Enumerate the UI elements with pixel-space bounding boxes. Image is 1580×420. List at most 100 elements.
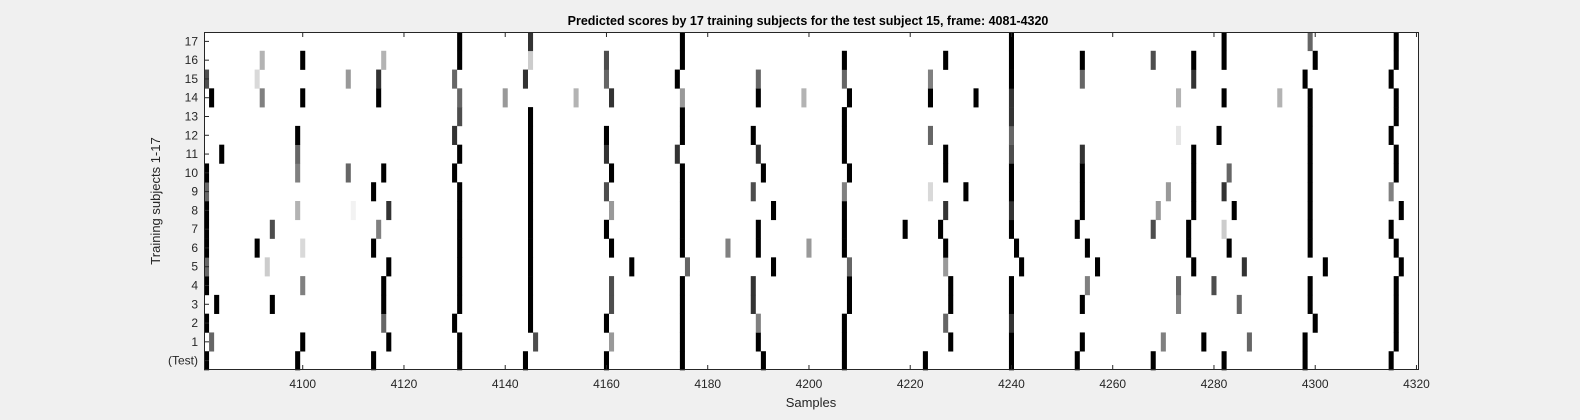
heatmap-cell — [1008, 88, 1014, 108]
plot-area — [204, 32, 1419, 370]
heatmap-cell — [528, 219, 534, 239]
heatmap-cell — [1201, 332, 1207, 352]
heatmap-cell — [457, 182, 463, 202]
heatmap-cell — [1176, 125, 1182, 145]
x-tick-label: 4140 — [492, 377, 519, 391]
heatmap-cell — [533, 332, 539, 352]
heatmap-cell — [1393, 88, 1399, 108]
heatmap-cell — [457, 332, 463, 352]
heatmap-cell — [1008, 50, 1014, 70]
heatmap-cell — [1398, 257, 1404, 277]
heatmap-cell — [943, 238, 949, 258]
heatmap-cell — [259, 88, 265, 108]
y-tick-label: 12 — [185, 128, 199, 142]
heatmap-cell — [927, 125, 933, 145]
heatmap-cell — [846, 276, 852, 296]
heatmap-cell — [1398, 201, 1404, 221]
heatmap-cell — [1074, 351, 1080, 371]
heatmap-cell — [528, 50, 534, 70]
heatmap-cell — [1176, 88, 1182, 108]
heatmap-cell — [1176, 276, 1182, 296]
heatmap-cell — [1008, 69, 1014, 89]
heatmap-cell — [679, 107, 685, 127]
heatmap-cell — [295, 163, 301, 183]
heatmap-cell — [1191, 182, 1197, 202]
heatmap-cell — [1019, 257, 1025, 277]
heatmap-cell — [214, 294, 220, 314]
x-axis-ticks: 4100 4120 4140 4160 4180 4200 4220 4240 4260 4280… — [289, 32, 1430, 391]
heatmap-cell — [1079, 50, 1085, 70]
heatmap-cell — [755, 69, 761, 89]
heatmap-cell — [1211, 276, 1217, 296]
heatmap-cell — [963, 182, 969, 202]
heatmap-cell — [603, 69, 609, 89]
heatmap-cell — [1388, 182, 1394, 202]
heatmap-cell — [902, 219, 908, 239]
heatmap-cell — [1307, 88, 1313, 108]
heatmap-cell — [381, 276, 387, 296]
heatmap-cell — [1393, 50, 1399, 70]
heatmap-cell — [1388, 219, 1394, 239]
y-tick-label: 8 — [191, 203, 198, 217]
heatmap-cell — [209, 332, 215, 352]
chart-title: Predicted scores by 17 training subjects… — [568, 14, 1049, 28]
heatmap-cell — [1277, 88, 1283, 108]
heatmap-cell — [927, 182, 933, 202]
heatmap-cell — [457, 257, 463, 277]
heatmap-cell — [259, 50, 265, 70]
heatmap-cell — [973, 88, 979, 108]
heatmap-cell — [679, 182, 685, 202]
heatmap-cell — [1393, 294, 1399, 314]
heatmap-cell — [1302, 332, 1308, 352]
heatmap-cell — [457, 50, 463, 70]
heatmap-cell — [350, 201, 356, 221]
heatmap-cell — [943, 50, 949, 70]
heatmap-cell — [1393, 313, 1399, 333]
heatmap-cell — [452, 69, 458, 89]
heatmap-cell — [1014, 238, 1020, 258]
y-tick-label: 10 — [185, 166, 199, 180]
heatmap-cell — [300, 50, 306, 70]
heatmap-cell — [609, 201, 615, 221]
heatmap-cell — [841, 332, 847, 352]
heatmap-cell — [219, 144, 225, 164]
heatmap-cell — [1388, 125, 1394, 145]
heatmap-cell — [1393, 276, 1399, 296]
heatmap-cell — [1221, 182, 1227, 202]
heatmap-cell — [371, 238, 377, 258]
heatmap-cell — [386, 257, 392, 277]
heatmap-cell — [1307, 163, 1313, 183]
heatmap-cell — [1302, 69, 1308, 89]
heatmap-cell — [679, 238, 685, 258]
heatmap-cell — [528, 238, 534, 258]
heatmap-cell — [1008, 107, 1014, 127]
x-tick-label: 4180 — [694, 377, 721, 391]
heatmap-cell — [386, 332, 392, 352]
heatmap-cell — [1388, 69, 1394, 89]
y-tick-label: 3 — [191, 297, 198, 311]
heatmap-cell — [1216, 125, 1222, 145]
heatmap-cell — [457, 32, 463, 52]
heatmap-cell — [841, 107, 847, 127]
heatmap-cell — [1186, 238, 1192, 258]
heatmap-cell — [1008, 219, 1014, 239]
heatmap-cell — [603, 182, 609, 202]
x-tick-label: 4120 — [391, 377, 418, 391]
heatmap-cell — [841, 50, 847, 70]
y-tick-label: 11 — [186, 147, 199, 161]
heatmap-cell — [1302, 351, 1308, 371]
x-tick-label: 4280 — [1201, 377, 1228, 391]
heatmap-cell — [371, 182, 377, 202]
heatmap-cell — [1150, 219, 1156, 239]
heatmap-cell — [1307, 201, 1313, 221]
heatmap-cell — [376, 69, 382, 89]
heatmap-cell — [528, 294, 534, 314]
heatmap-cell — [1307, 294, 1313, 314]
heatmap-cell — [603, 125, 609, 145]
heatmap-cell — [674, 69, 680, 89]
heatmap-cell — [1079, 182, 1085, 202]
heatmap-cell — [846, 257, 852, 277]
heatmap-cell — [943, 144, 949, 164]
heatmap-cell — [771, 257, 777, 277]
